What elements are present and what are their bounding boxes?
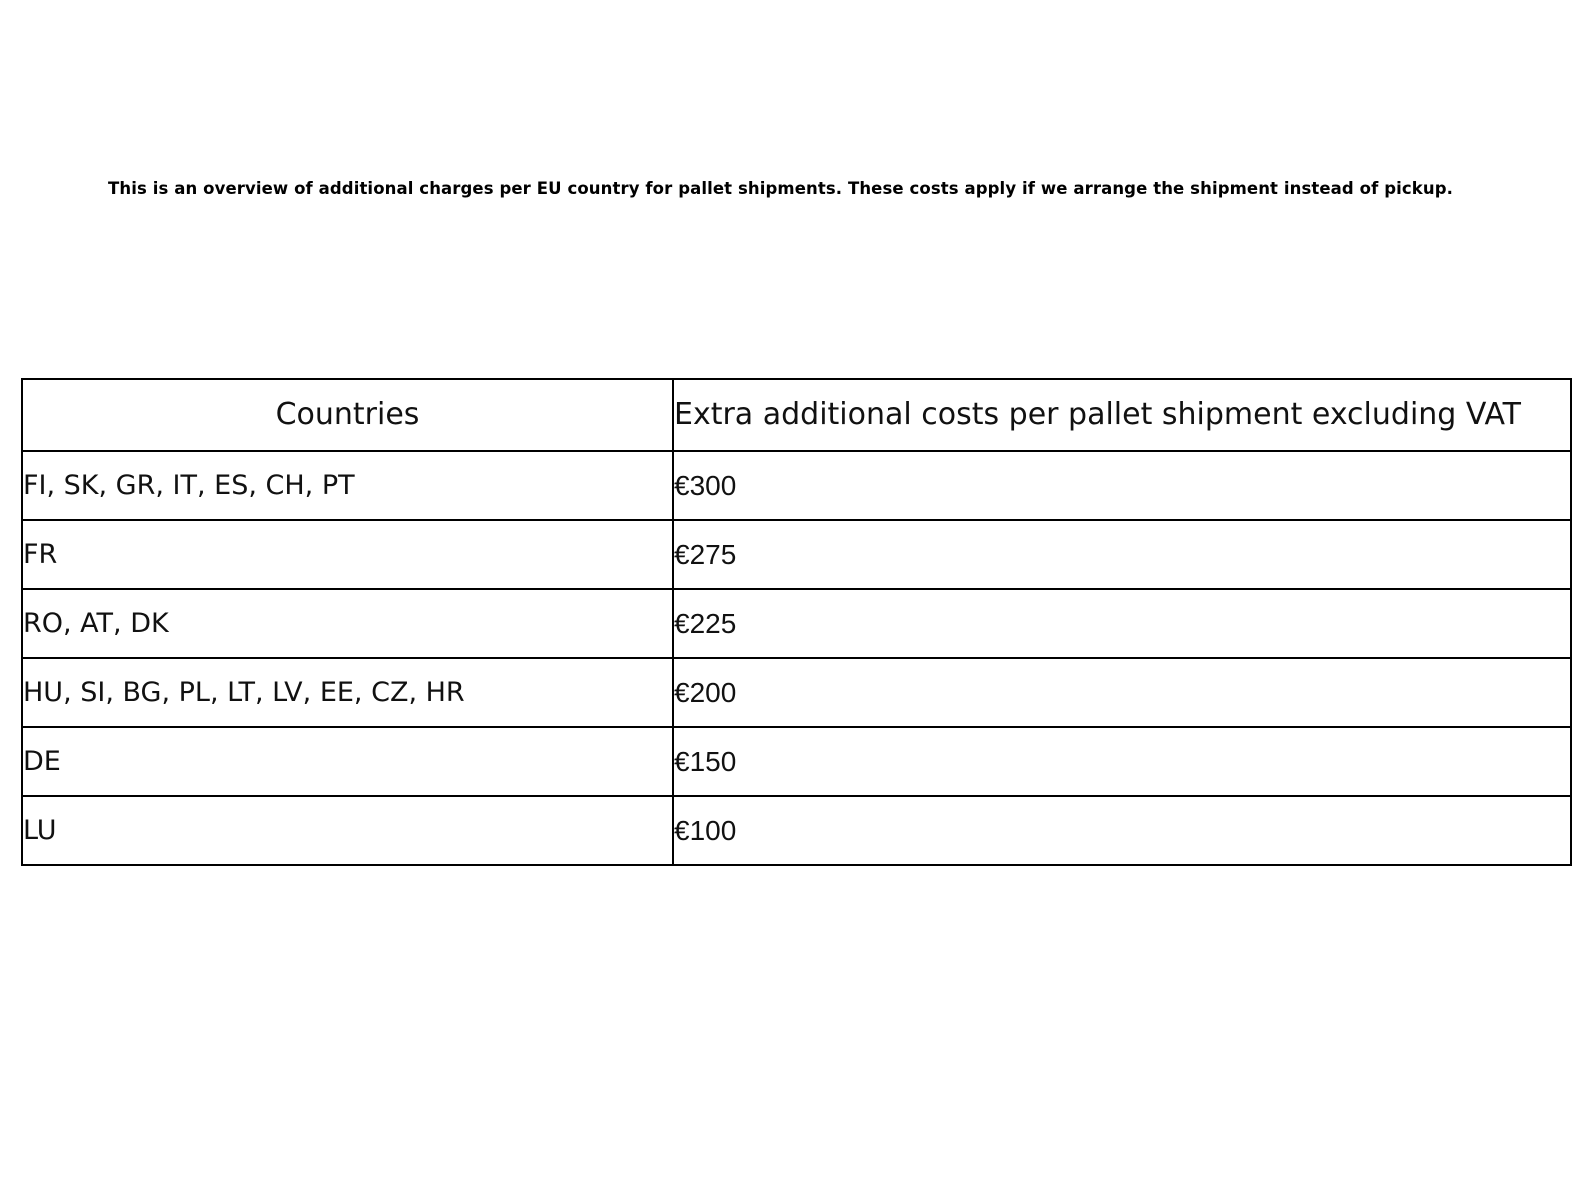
cell-cost: €225	[672, 588, 1572, 659]
table-header-row: Countries Extra additional costs per pal…	[21, 378, 1572, 452]
cell-cost: €200	[672, 657, 1572, 728]
table-row: FI, SK, GR, IT, ES, CH, PT €300	[21, 450, 1572, 521]
table-header: Countries Extra additional costs per pal…	[21, 378, 1572, 452]
table-body: FI, SK, GR, IT, ES, CH, PT €300 FR €275 RO, …	[21, 450, 1572, 866]
table-row: RO, AT, DK €225	[21, 588, 1572, 659]
column-header-countries: Countries	[21, 378, 674, 452]
table-row: DE €150	[21, 726, 1572, 797]
additional-charges-table: Countries Extra additional costs per pal…	[21, 378, 1572, 866]
intro-paragraph: This is an overview of additional charge…	[108, 178, 1453, 198]
cell-cost: €100	[672, 795, 1572, 866]
cell-countries: DE	[21, 726, 674, 797]
cell-countries: HU, SI, BG, PL, LT, LV, EE, CZ, HR	[21, 657, 674, 728]
cell-countries: RO, AT, DK	[21, 588, 674, 659]
cell-countries: LU	[21, 795, 674, 866]
table-row: LU €100	[21, 795, 1572, 866]
cell-cost: €150	[672, 726, 1572, 797]
column-header-cost: Extra additional costs per pallet shipme…	[672, 378, 1572, 452]
cell-cost: €300	[672, 450, 1572, 521]
cell-countries: FR	[21, 519, 674, 590]
table-row: FR €275	[21, 519, 1572, 590]
cell-countries: FI, SK, GR, IT, ES, CH, PT	[21, 450, 674, 521]
table-row: HU, SI, BG, PL, LT, LV, EE, CZ, HR €200	[21, 657, 1572, 728]
cell-cost: €275	[672, 519, 1572, 590]
